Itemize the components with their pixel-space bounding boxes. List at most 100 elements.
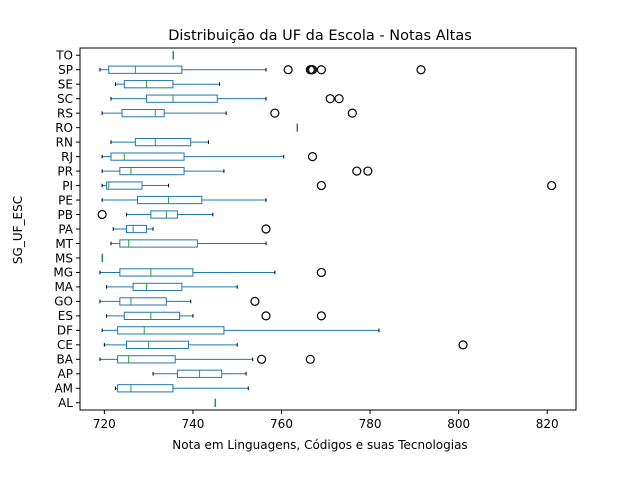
x-tick-label: 820 xyxy=(536,417,559,431)
box-group-pa xyxy=(112,224,271,234)
y-axis-title: SG_UF_ESC xyxy=(11,196,25,264)
y-tick-label: RO xyxy=(55,121,73,135)
flier-point xyxy=(307,65,318,75)
box-group-to xyxy=(172,51,174,60)
box-group-ba xyxy=(99,354,315,364)
y-tick-label: SE xyxy=(58,78,73,92)
box-iqr xyxy=(145,94,218,103)
box-iqr xyxy=(123,80,174,89)
y-tick-label: GO xyxy=(54,295,73,309)
flier-point xyxy=(334,94,344,104)
x-axis-title: Nota em Linguagens, Códigos e suas Tecno… xyxy=(172,438,467,452)
flier-point xyxy=(283,65,293,75)
y-tick-label: AM xyxy=(54,382,73,396)
box-group-ma xyxy=(106,282,238,292)
box-group-es xyxy=(106,311,326,321)
x-tick-label: 740 xyxy=(181,417,204,431)
flier-point xyxy=(305,354,315,364)
box-group-am xyxy=(114,384,249,393)
y-tick-label: RJ xyxy=(61,150,73,164)
flier-point xyxy=(261,311,271,321)
box-group-sc xyxy=(110,94,344,104)
box-iqr xyxy=(117,355,176,364)
y-tick-label: PB xyxy=(58,208,73,222)
box-group-mt xyxy=(110,239,267,248)
box-group-mg xyxy=(99,267,326,278)
x-tick-label: 760 xyxy=(270,417,293,431)
y-tick-label: ES xyxy=(58,309,73,323)
flier-point xyxy=(325,94,335,104)
y-tick-label: AL xyxy=(58,396,73,410)
box-group-ro xyxy=(296,123,298,132)
box-iqr xyxy=(123,311,181,321)
box-iqr xyxy=(117,326,225,335)
box-iqr xyxy=(134,138,192,147)
box-iqr xyxy=(119,239,198,248)
box-iqr xyxy=(119,166,185,176)
box-iqr xyxy=(108,65,183,74)
flier-point xyxy=(307,152,318,162)
box-iqr xyxy=(126,340,189,349)
y-axis: ALAMAPBACEDFESGOMAMGMSMTPAPBPEPIPRRJRNRO… xyxy=(53,49,80,410)
y-tick-label: MS xyxy=(55,251,73,265)
y-tick-label: PE xyxy=(58,193,73,207)
axes-frame xyxy=(79,47,577,411)
flier-point xyxy=(352,166,362,176)
y-tick-label: RN xyxy=(56,135,73,149)
box-iqr xyxy=(121,109,165,118)
y-tick-label: AP xyxy=(58,367,73,381)
box-iqr xyxy=(137,195,203,205)
x-tick-label: 720 xyxy=(93,417,116,431)
box-group-sp xyxy=(99,65,426,75)
y-tick-label: RS xyxy=(57,106,73,120)
box-group-se xyxy=(114,80,220,89)
box-iqr xyxy=(119,297,167,306)
box-iqr xyxy=(126,224,147,234)
flier-point xyxy=(316,180,326,191)
flier-point xyxy=(347,108,357,118)
box-iqr xyxy=(117,384,174,393)
box-group-pr xyxy=(101,166,373,176)
y-tick-label: SP xyxy=(58,63,73,77)
y-tick-label: DF xyxy=(57,324,73,338)
y-tick-label: CE xyxy=(57,338,73,352)
flier-point xyxy=(547,180,557,191)
box-group-go xyxy=(99,296,260,306)
box-group-pe xyxy=(101,195,267,205)
chart-title: Distribuição da UF da Escola - Notas Alt… xyxy=(168,28,472,44)
box-group-pi xyxy=(101,180,557,191)
box-group-al xyxy=(214,398,217,407)
y-tick-label: PA xyxy=(58,222,73,236)
y-tick-label: MT xyxy=(55,237,73,251)
y-tick-label: MG xyxy=(53,266,73,280)
y-tick-label: PR xyxy=(57,164,73,178)
flier-point xyxy=(270,108,280,118)
flier-point xyxy=(250,296,260,306)
flier-point xyxy=(458,340,468,350)
flier-point xyxy=(363,166,373,176)
box-iqr xyxy=(150,210,178,219)
x-axis: 720 740 760 780 800 820 xyxy=(93,410,559,431)
box-group-ms xyxy=(101,253,104,263)
y-tick-label: BA xyxy=(57,353,74,367)
box-group-rj xyxy=(101,152,318,162)
x-tick-label: 780 xyxy=(359,417,382,431)
flier-point xyxy=(256,354,267,364)
box-group-ap xyxy=(152,369,247,378)
box-group-rs xyxy=(101,108,357,118)
flier-point xyxy=(316,267,326,278)
flier-point xyxy=(316,311,326,321)
flier-point xyxy=(97,209,107,220)
x-tick-label: 800 xyxy=(447,417,470,431)
y-tick-label: SC xyxy=(57,92,73,106)
plot-area xyxy=(97,51,557,407)
box-group-rn xyxy=(110,138,209,147)
flier-point xyxy=(316,65,326,75)
y-tick-label: TO xyxy=(55,49,73,63)
box-iqr xyxy=(119,268,194,277)
box-group-df xyxy=(101,326,380,335)
flier-point xyxy=(416,65,426,75)
box-iqr xyxy=(106,181,143,190)
